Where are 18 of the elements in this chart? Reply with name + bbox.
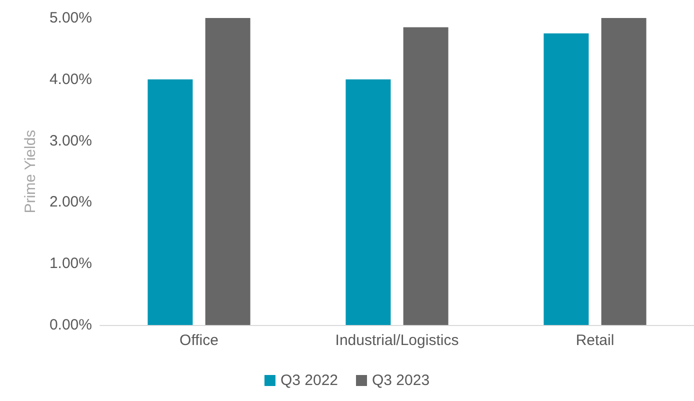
bar [148, 79, 193, 325]
y-tick-label: 5.00% [49, 10, 92, 26]
y-tick-label: 3.00% [49, 132, 92, 150]
x-tick-label: Office [180, 332, 218, 349]
y-tick-label: 0.00% [49, 316, 92, 334]
bar [205, 18, 250, 325]
bar [403, 27, 448, 325]
bar [346, 79, 391, 325]
y-tick-label: 1.00% [49, 255, 92, 272]
y-tick-label: 4.00% [49, 70, 92, 88]
bar [601, 18, 646, 325]
x-tick-label: Retail [576, 332, 614, 349]
legend-label: Q3 2022 [280, 372, 338, 389]
legend-label: Q3 2023 [372, 372, 430, 389]
y-axis-title: Prime Yields [22, 130, 39, 214]
bar [544, 33, 589, 325]
y-tick-label: 2.00% [49, 194, 92, 211]
x-tick-label: Industrial/Logistics [335, 332, 459, 349]
